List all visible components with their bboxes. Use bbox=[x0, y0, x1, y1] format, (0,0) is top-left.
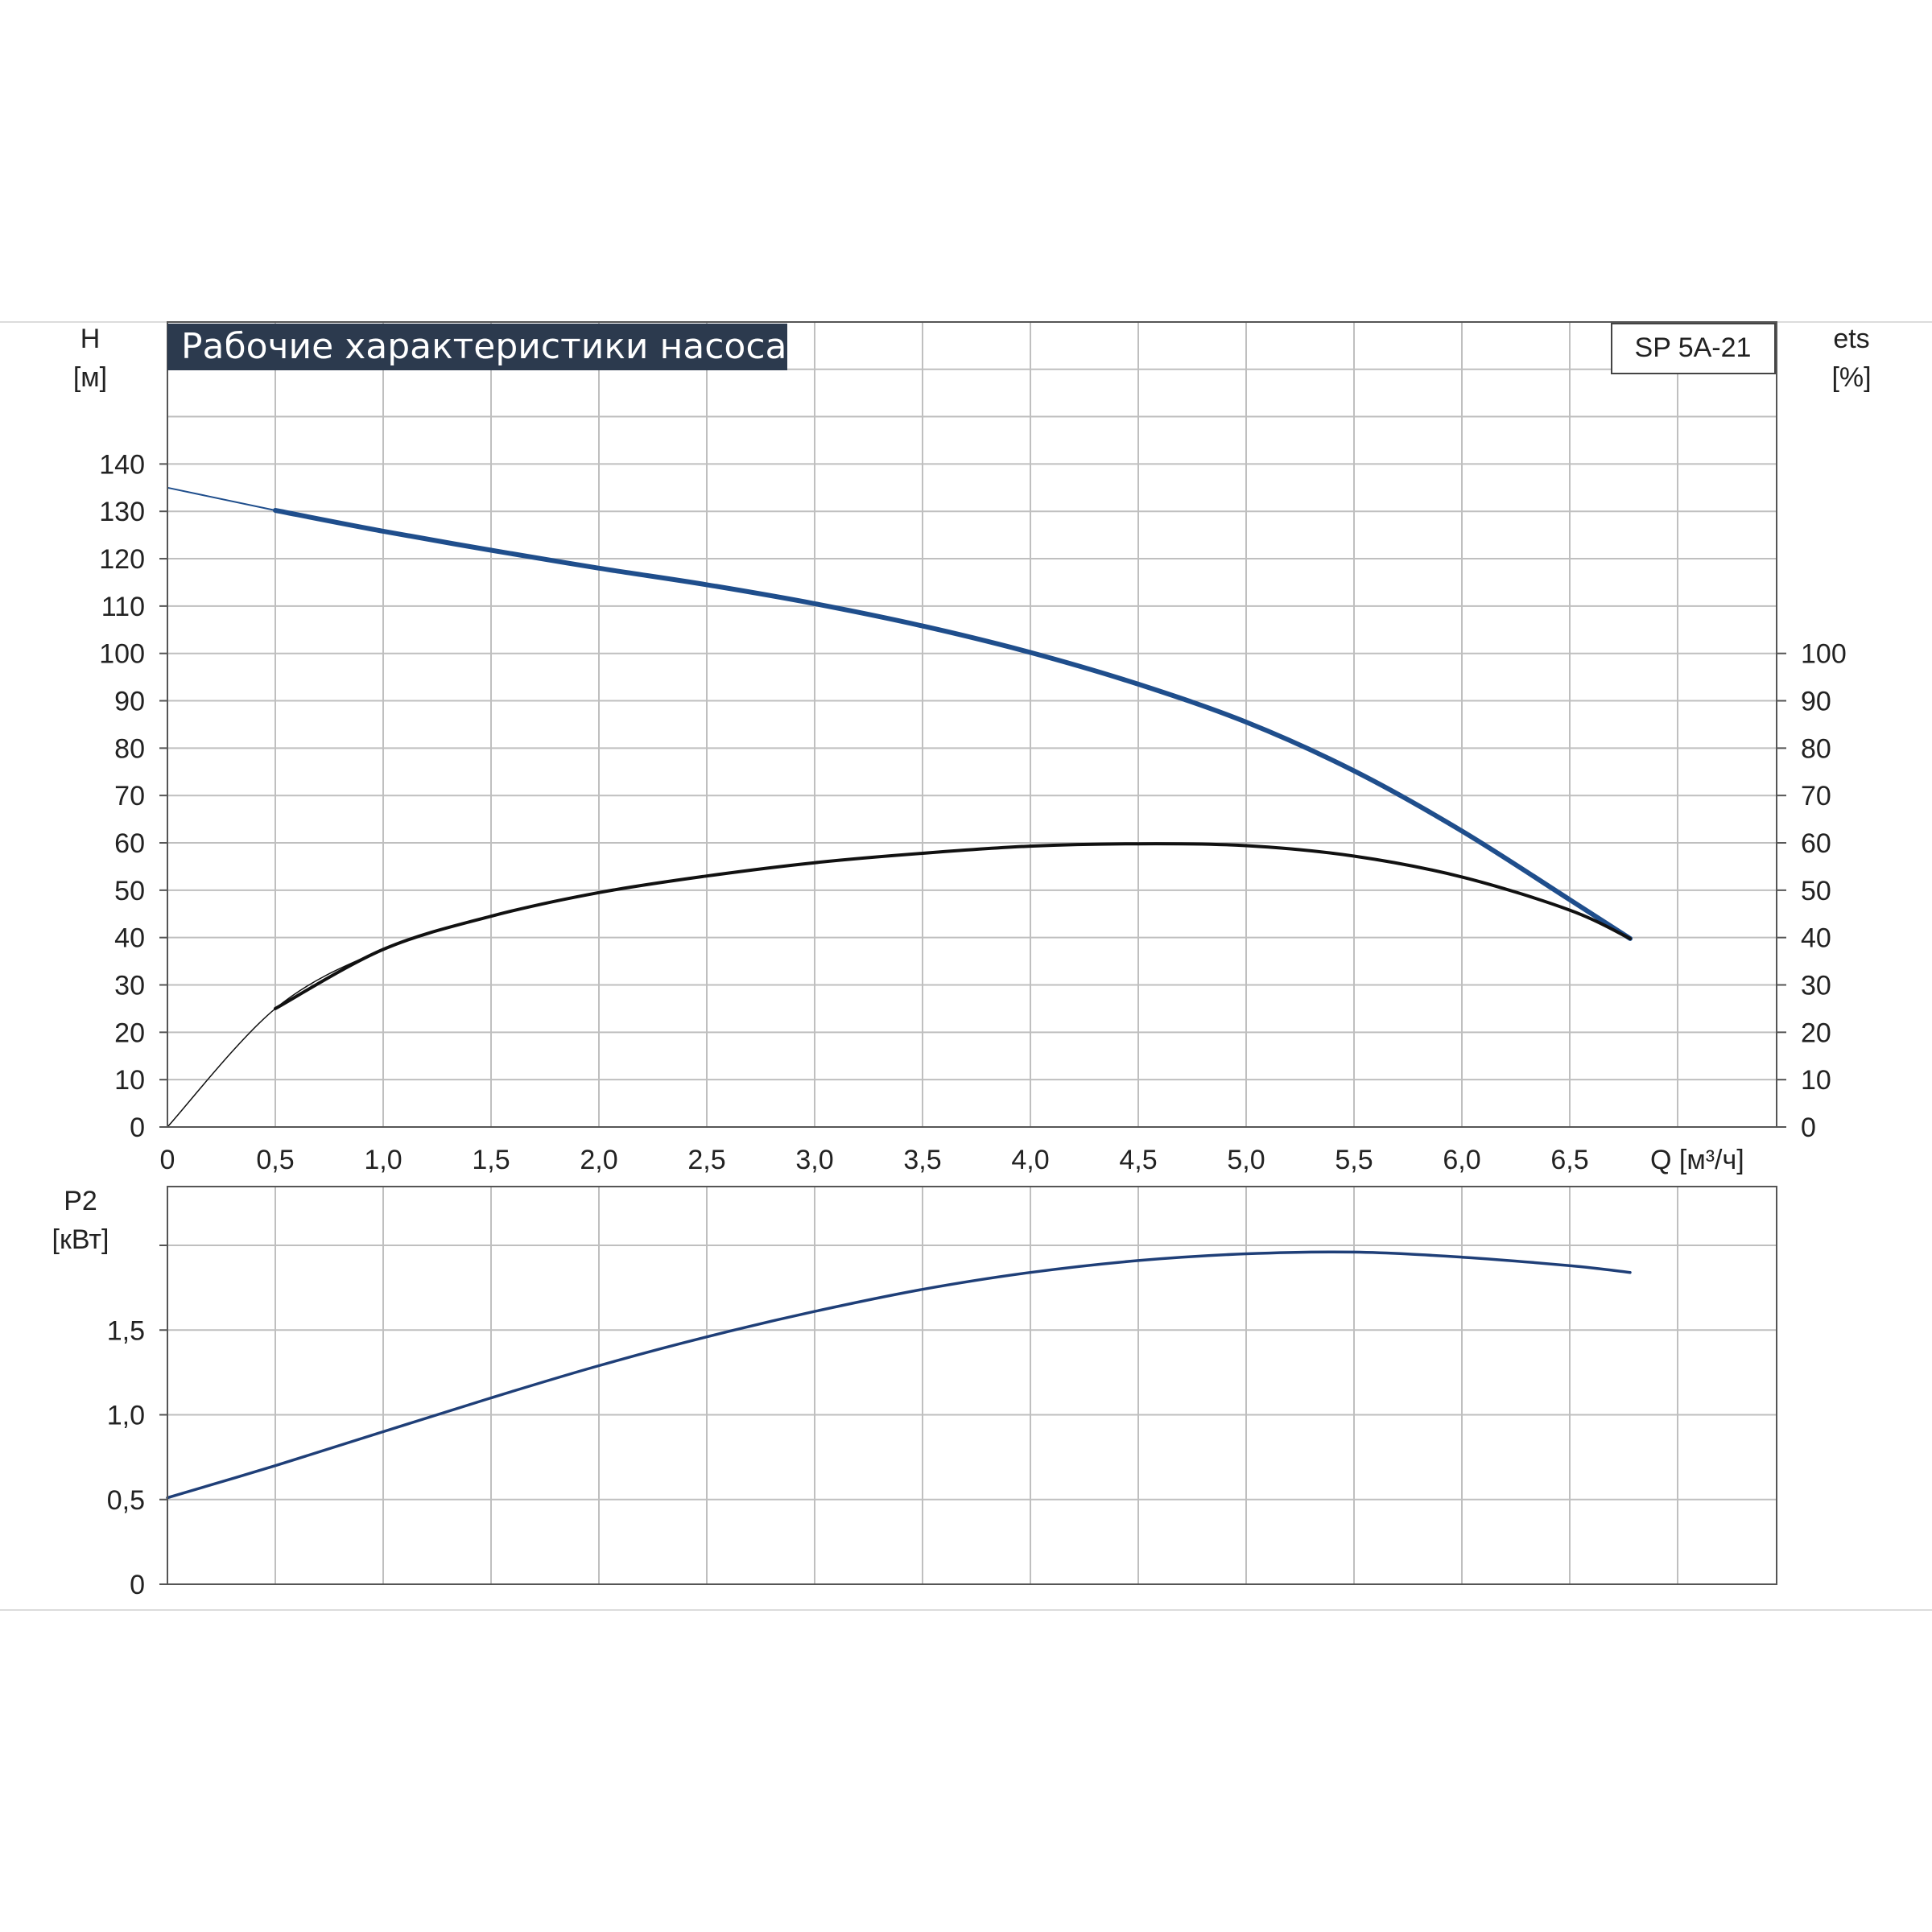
x-tick-label: 4,5 bbox=[1119, 1145, 1157, 1175]
y-left-tick-label: 50 bbox=[114, 876, 145, 906]
power-y-tick-label: 1,5 bbox=[107, 1315, 145, 1346]
power-y-tick-label: 0 bbox=[130, 1570, 145, 1600]
power-axis-name: P2 bbox=[64, 1186, 97, 1216]
y-right-axis-unit: [%] bbox=[1831, 362, 1871, 393]
chart-title: Рабочие характеристики насоса bbox=[181, 326, 786, 367]
power-chart-frame bbox=[167, 1186, 1777, 1585]
y-left-axis-name: H bbox=[80, 324, 101, 354]
y-right-tick-label: 40 bbox=[1801, 923, 1831, 954]
x-tick-label: 0,5 bbox=[256, 1145, 294, 1175]
x-tick-label: 6,5 bbox=[1550, 1145, 1588, 1175]
y-left-tick-label: 130 bbox=[99, 497, 145, 527]
y-right-tick-label: 60 bbox=[1801, 828, 1831, 859]
x-tick-label: 1,5 bbox=[472, 1145, 510, 1175]
chart-title-background bbox=[167, 324, 787, 370]
model-label-box bbox=[1611, 323, 1776, 374]
y-left-tick-label: 110 bbox=[101, 592, 145, 622]
efficiency-curve bbox=[274, 842, 1632, 1010]
x-tick-label: 4,0 bbox=[1011, 1145, 1049, 1175]
x-tick-label: 5,0 bbox=[1227, 1145, 1265, 1175]
y-right-tick-label: 0 bbox=[1801, 1113, 1816, 1143]
y-left-tick-label: 80 bbox=[114, 733, 145, 764]
x-tick-label: 3,0 bbox=[795, 1145, 833, 1175]
y-left-tick-label: 10 bbox=[114, 1065, 145, 1096]
x-tick-label: 2,0 bbox=[580, 1145, 617, 1175]
y-right-tick-label: 10 bbox=[1801, 1065, 1831, 1096]
power-y-tick-label: 0,5 bbox=[107, 1485, 145, 1516]
y-right-tick-label: 50 bbox=[1801, 876, 1831, 906]
y-left-tick-label: 60 bbox=[114, 828, 145, 859]
power-y-tick-label: 1,0 bbox=[107, 1401, 145, 1431]
power-chart-grid bbox=[167, 1187, 1777, 1584]
y-right-tick-label: 20 bbox=[1801, 1018, 1831, 1048]
y-left-tick-label: 120 bbox=[99, 544, 145, 575]
y-right-axis-name: ets bbox=[1833, 324, 1869, 354]
y-left-tick-label: 100 bbox=[99, 639, 145, 670]
head-chart-series bbox=[167, 486, 1633, 1128]
head-chart-grid bbox=[167, 322, 1777, 1127]
model-label: SP 5A-21 bbox=[1635, 332, 1752, 363]
y-left-tick-label: 70 bbox=[114, 781, 145, 811]
head-chart-frame bbox=[167, 321, 1777, 1128]
x-tick-label: 2,5 bbox=[687, 1145, 725, 1175]
head-curve bbox=[273, 508, 1633, 941]
y-right-tick-label: 30 bbox=[1801, 971, 1831, 1001]
y-left-tick-label: 140 bbox=[99, 449, 145, 480]
power-chart-series bbox=[166, 1250, 1632, 1500]
y-left-tick-label: 0 bbox=[130, 1113, 145, 1143]
x-tick-label: 0 bbox=[160, 1145, 175, 1175]
x-axis-label: Q [м³/ч] bbox=[1650, 1145, 1744, 1175]
y-left-axis-unit: [м] bbox=[73, 362, 107, 393]
x-tick-label: 3,5 bbox=[903, 1145, 941, 1175]
y-left-tick-label: 90 bbox=[114, 687, 145, 717]
y-left-tick-label: 20 bbox=[114, 1018, 145, 1048]
x-tick-label: 1,0 bbox=[364, 1145, 402, 1175]
y-right-tick-label: 80 bbox=[1801, 733, 1831, 764]
x-tick-label: 5,5 bbox=[1335, 1145, 1373, 1175]
head-chart-ticks: 0 10 20 30 40 50 60 70 80 90 100 110 120 130 140 0 10 20 3… bbox=[99, 449, 1846, 1175]
power-chart-ticks: 0 0,5 1,0 1,5 bbox=[107, 1245, 167, 1600]
y-right-tick-label: 70 bbox=[1801, 781, 1831, 811]
head-curve-extrapolated bbox=[167, 486, 276, 512]
y-right-tick-label: 90 bbox=[1801, 687, 1831, 717]
x-tick-label: 6,0 bbox=[1443, 1145, 1480, 1175]
power-axis-unit: [кВт] bbox=[52, 1224, 109, 1255]
y-left-tick-label: 30 bbox=[114, 971, 145, 1001]
y-left-tick-label: 40 bbox=[114, 923, 145, 954]
power-curve bbox=[166, 1250, 1632, 1500]
y-right-tick-label: 100 bbox=[1801, 639, 1847, 670]
